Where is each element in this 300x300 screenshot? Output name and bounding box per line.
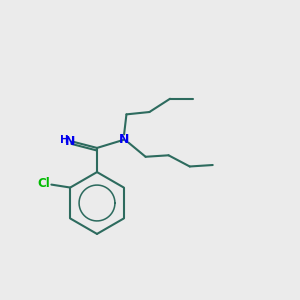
Text: H: H [60, 135, 69, 145]
Text: N: N [119, 133, 129, 146]
Text: N: N [65, 135, 76, 148]
Text: Cl: Cl [38, 177, 50, 190]
